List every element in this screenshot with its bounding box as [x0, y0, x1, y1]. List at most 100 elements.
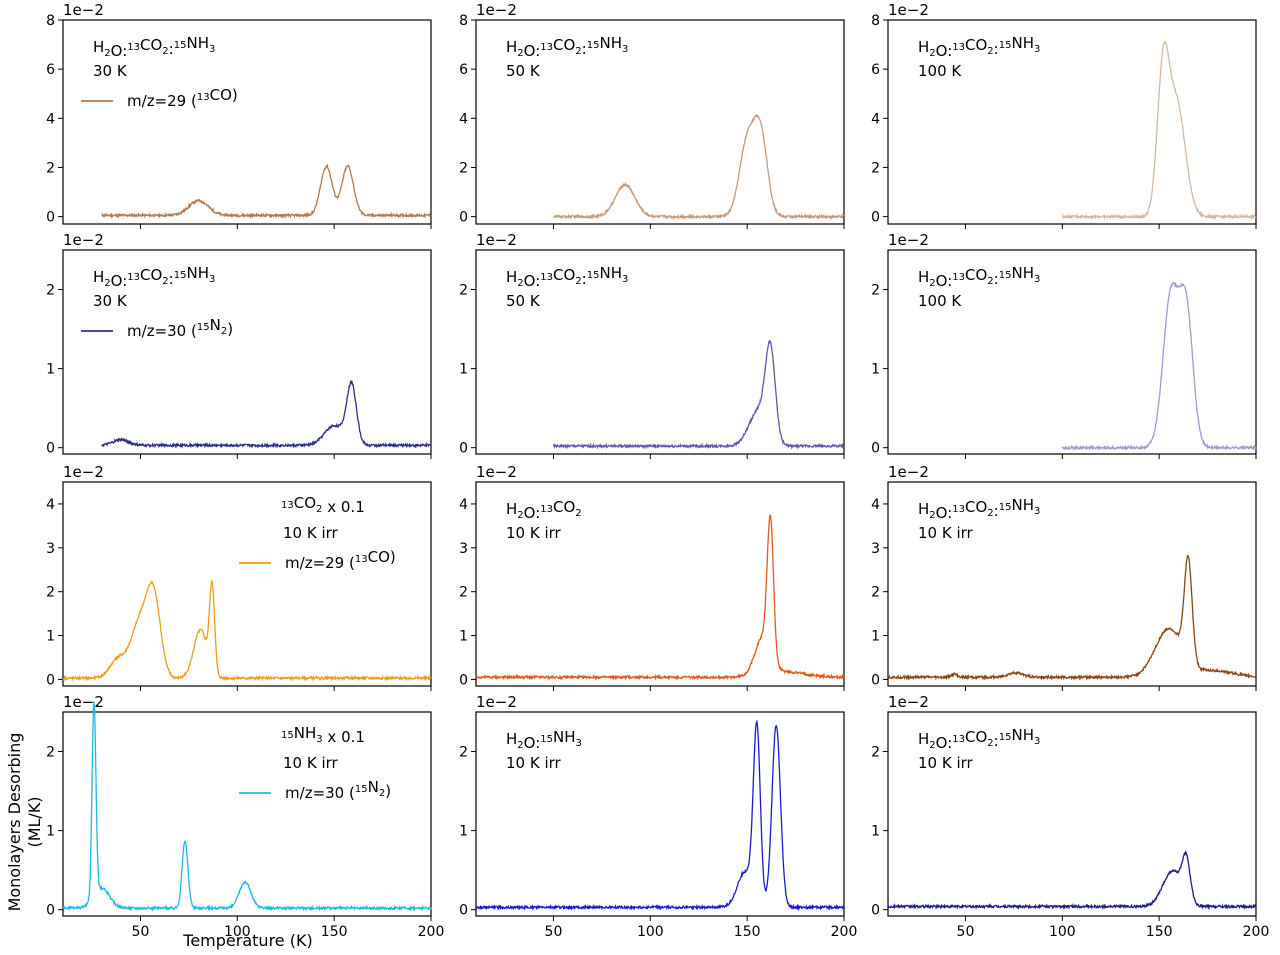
annotation-line1: 13CO2 x 0.1	[281, 494, 365, 516]
annotation-line2: 10 K irr	[506, 524, 562, 542]
y-tick-label: 1	[459, 824, 468, 840]
x-tick-label: 100	[1049, 924, 1076, 940]
y-tick-label: 0	[871, 210, 880, 226]
y-tick-label: 2	[871, 585, 880, 601]
annotation-line1: H2O:13CO2	[506, 498, 582, 522]
axes-frame	[475, 19, 845, 225]
panel-r3-c1: 1e−2 0 1 2 50 100 150 200 H2O:15NH3 10 K irr	[459, 693, 857, 940]
y-tick-label: 4	[871, 111, 880, 127]
panel-r1-c0: 1e−2 0 1 2 H2O:13CO2:15NH3 30 K m/z=30 (15N2)	[46, 231, 432, 459]
y-tick-label: 1	[46, 629, 55, 645]
annotation-line1: H2O:13CO2:15NH3	[918, 34, 1040, 60]
y-tick-label: 2	[871, 160, 880, 176]
series-line	[62, 701, 432, 912]
y-exponent-label: 1e−2	[888, 693, 929, 711]
series-line	[101, 163, 432, 220]
annotation-line1: H2O:13CO2:15NH3	[506, 34, 628, 60]
annotation-line1: H2O:15NH3	[506, 728, 582, 752]
annotation-line1: H2O:13CO2:15NH3	[918, 264, 1040, 290]
y-exponent-label: 1e−2	[63, 693, 104, 711]
annotation-line1: H2O:13CO2:15NH3	[918, 496, 1040, 522]
panel-r1-c1: 1e−2 0 1 2 H2O:13CO2:15NH3 50 K	[459, 231, 845, 459]
axes-frame	[62, 249, 432, 455]
panel-r3-c0: 1e−2 0 1 2 50 100 150 200 15NH3 x 0.1 10 K irr m/z…	[46, 693, 444, 940]
panel-r2-c0: 1e−2 0 1 2 3 4 13CO2 x 0.1 10 K irr m/z=29 (13CO…	[46, 463, 432, 691]
annotation-line1: 15NH3 x 0.1	[281, 724, 365, 746]
axes-frame	[475, 249, 845, 455]
x-tick-label: 50	[132, 924, 150, 940]
y-tick-label: 2	[459, 585, 468, 601]
panel-r2-c1: 1e−2 0 1 2 3 4 H2O:13CO2 10 K irr	[459, 463, 845, 691]
y-tick-label: 2	[46, 585, 55, 601]
x-axis-title: Temperature (K)	[182, 931, 312, 950]
series-line	[475, 514, 845, 681]
legend-label: m/z=30 (15N2)	[127, 316, 233, 340]
series-line	[101, 380, 432, 449]
axes-frame	[62, 19, 432, 225]
series-line	[552, 339, 845, 450]
y-exponent-label: 1e−2	[476, 231, 517, 249]
x-tick-label: 200	[1243, 924, 1270, 940]
y-tick-label: 2	[871, 283, 880, 299]
y-tick-label: 3	[46, 541, 55, 557]
x-tick-label: 150	[734, 924, 761, 940]
y-tick-label: 4	[871, 497, 880, 513]
annotation-line2: 50 K	[506, 292, 541, 310]
panel-r3-c2: 1e−2 0 1 2 50 100 150 200 H2O:13CO2:15NH3 10 K ir…	[871, 693, 1269, 940]
y-tick-label: 0	[459, 672, 468, 688]
y-tick-label: 1	[871, 362, 880, 378]
annotation-line2: 10 K irr	[283, 754, 339, 772]
x-tick-label: 200	[418, 924, 445, 940]
annotation-line1: H2O:13CO2:15NH3	[918, 726, 1040, 752]
axes-frame	[887, 481, 1257, 687]
y-tick-label: 4	[46, 111, 55, 127]
axes-frame	[62, 711, 432, 917]
axes-frame	[475, 481, 845, 687]
y-tick-label: 2	[459, 283, 468, 299]
y-tick-label: 1	[459, 362, 468, 378]
x-tick-label: 100	[637, 924, 664, 940]
y-tick-label: 1	[46, 362, 55, 378]
series-line	[552, 113, 845, 221]
y-tick-label: 0	[871, 903, 880, 919]
legend-label: m/z=29 (13CO)	[127, 86, 238, 110]
x-tick-label: 50	[545, 924, 563, 940]
y-tick-label: 8	[46, 13, 55, 29]
legend-label: m/z=29 (13CO)	[285, 548, 396, 572]
series-line	[887, 849, 1257, 911]
y-tick-label: 3	[459, 541, 468, 557]
y-tick-label: 0	[46, 210, 55, 226]
y-tick-label: 0	[871, 441, 880, 457]
annotation-line2: 100 K	[918, 292, 962, 310]
y-exponent-label: 1e−2	[476, 693, 517, 711]
y-exponent-label: 1e−2	[476, 1, 517, 19]
y-tick-label: 2	[459, 745, 468, 761]
series-line	[887, 554, 1257, 681]
axes-frame	[887, 249, 1257, 455]
annotation-line1: H2O:13CO2:15NH3	[93, 34, 215, 60]
panel-r0-c2: 1e−2 0 2 4 6 8 H2O:13CO2:15NH3 100 K	[871, 1, 1257, 229]
legend-label: m/z=30 (15N2)	[285, 778, 391, 802]
series-line	[475, 719, 845, 912]
y-tick-label: 2	[871, 745, 880, 761]
series-line	[1061, 41, 1257, 221]
y-tick-label: 0	[46, 441, 55, 457]
x-tick-label: 100	[224, 924, 251, 940]
y-tick-label: 6	[459, 62, 468, 78]
y-tick-label: 6	[871, 62, 880, 78]
y-tick-label: 1	[871, 629, 880, 645]
y-exponent-label: 1e−2	[63, 231, 104, 249]
y-tick-label: 8	[871, 13, 880, 29]
y-tick-label: 4	[46, 497, 55, 513]
annotation-line2: 100 K	[918, 62, 962, 80]
y-exponent-label: 1e−2	[888, 463, 929, 481]
annotation-line1: H2O:13CO2:15NH3	[506, 264, 628, 290]
x-tick-label: 50	[957, 924, 975, 940]
annotation-line2: 10 K irr	[283, 524, 339, 542]
annotation-line2: 30 K	[93, 292, 128, 310]
x-tick-label: 200	[831, 924, 858, 940]
panel-r0-c1: 1e−2 0 2 4 6 8 H2O:13CO2:15NH3 50 K	[459, 1, 845, 229]
y-tick-label: 2	[46, 745, 55, 761]
y-tick-label: 1	[459, 629, 468, 645]
axes-frame	[62, 481, 432, 687]
